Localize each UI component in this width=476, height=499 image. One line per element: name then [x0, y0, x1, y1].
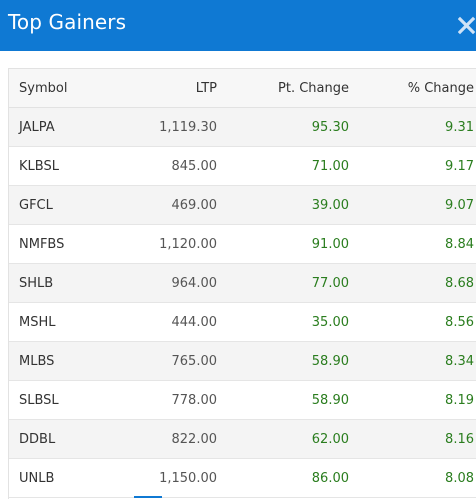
- table-header-row: Symbol LTP Pt. Change % Change: [9, 69, 476, 108]
- close-icon[interactable]: [457, 14, 476, 36]
- cell-pt-change: 77.00: [217, 263, 349, 303]
- cell-symbol: MLBS: [9, 341, 139, 381]
- table-row[interactable]: MSHL 444.00 35.00 8.56: [9, 302, 476, 342]
- cell-pct-change: 8.08: [349, 458, 476, 498]
- cell-symbol: DDBL: [9, 419, 139, 459]
- cell-symbol: UNLB: [9, 458, 139, 498]
- cell-symbol: KLBSL: [9, 146, 139, 186]
- column-header-ltp[interactable]: LTP: [139, 69, 217, 108]
- cell-pt-change: 58.90: [217, 380, 349, 420]
- cell-ltp: 778.00: [139, 380, 217, 420]
- modal-header: Top Gainers: [0, 0, 476, 51]
- gainers-table-panel[interactable]: Symbol LTP Pt. Change % Change JALPA 1,11…: [8, 68, 476, 499]
- cell-ltp: 469.00: [139, 185, 217, 225]
- table-row[interactable]: NMFBS 1,120.00 91.00 8.84: [9, 224, 476, 264]
- cell-symbol: NMFBS: [9, 224, 139, 264]
- table-row[interactable]: DDBL 822.00 62.00 8.16: [9, 419, 476, 459]
- close-icon-glyph: [457, 16, 476, 35]
- cell-pct-change: 8.68: [349, 263, 476, 303]
- scroll-indicator: [134, 496, 162, 498]
- cell-pt-change: 39.00: [217, 185, 349, 225]
- cell-ltp: 845.00: [139, 146, 217, 186]
- cell-pt-change: 91.00: [217, 224, 349, 264]
- cell-symbol: SHLB: [9, 263, 139, 303]
- cell-ltp: 1,150.00: [139, 458, 217, 498]
- table-row[interactable]: KLBSL 845.00 71.00 9.17: [9, 146, 476, 186]
- cell-pt-change: 95.30: [217, 107, 349, 147]
- cell-pct-change: 8.19: [349, 380, 476, 420]
- cell-pt-change: 35.00: [217, 302, 349, 342]
- cell-pt-change: 58.90: [217, 341, 349, 381]
- modal-title: Top Gainers: [8, 10, 127, 34]
- table-row[interactable]: GFCL 469.00 39.00 9.07: [9, 185, 476, 225]
- gainers-table: Symbol LTP Pt. Change % Change JALPA 1,11…: [9, 69, 476, 498]
- cell-pt-change: 86.00: [217, 458, 349, 498]
- cell-ltp: 822.00: [139, 419, 217, 459]
- column-header-pct-change[interactable]: % Change: [349, 69, 476, 108]
- table-row[interactable]: SLBSL 778.00 58.90 8.19: [9, 380, 476, 420]
- cell-ltp: 765.00: [139, 341, 217, 381]
- cell-pct-change: 8.84: [349, 224, 476, 264]
- table-row[interactable]: UNLB 1,150.00 86.00 8.08: [9, 458, 476, 498]
- cell-ltp: 444.00: [139, 302, 217, 342]
- cell-pct-change: 9.31: [349, 107, 476, 147]
- cell-pct-change: 8.56: [349, 302, 476, 342]
- column-header-symbol[interactable]: Symbol: [9, 69, 139, 108]
- cell-ltp: 1,119.30: [139, 107, 217, 147]
- cell-pct-change: 9.17: [349, 146, 476, 186]
- cell-pct-change: 8.16: [349, 419, 476, 459]
- cell-ltp: 964.00: [139, 263, 217, 303]
- cell-pt-change: 71.00: [217, 146, 349, 186]
- cell-pct-change: 9.07: [349, 185, 476, 225]
- cell-symbol: JALPA: [9, 107, 139, 147]
- cell-symbol: MSHL: [9, 302, 139, 342]
- cell-symbol: GFCL: [9, 185, 139, 225]
- table-row[interactable]: SHLB 964.00 77.00 8.68: [9, 263, 476, 303]
- table-row[interactable]: MLBS 765.00 58.90 8.34: [9, 341, 476, 381]
- column-header-pt-change[interactable]: Pt. Change: [217, 69, 349, 108]
- cell-symbol: SLBSL: [9, 380, 139, 420]
- cell-pct-change: 8.34: [349, 341, 476, 381]
- cell-pt-change: 62.00: [217, 419, 349, 459]
- table-row[interactable]: JALPA 1,119.30 95.30 9.31: [9, 107, 476, 147]
- cell-ltp: 1,120.00: [139, 224, 217, 264]
